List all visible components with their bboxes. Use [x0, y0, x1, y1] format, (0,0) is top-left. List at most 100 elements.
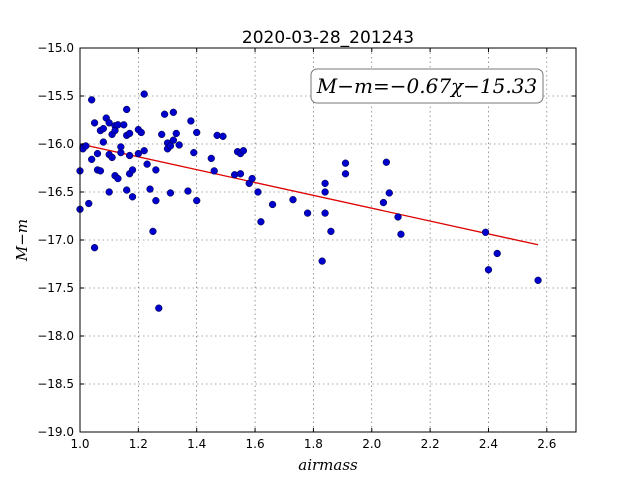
- x-tick-label: 1.8: [304, 437, 323, 451]
- data-point: [397, 230, 405, 238]
- y-axis-label: M−m: [13, 219, 31, 262]
- data-point: [379, 198, 388, 207]
- data-point: [99, 138, 107, 146]
- data-point: [117, 143, 125, 151]
- x-tick-label: 1.4: [187, 437, 206, 451]
- data-point: [99, 124, 107, 133]
- data-point: [239, 147, 248, 155]
- data-point: [394, 213, 402, 221]
- fit-line-group: [79, 143, 539, 246]
- x-tick-label: 2.4: [479, 437, 498, 451]
- data-point: [155, 304, 163, 312]
- data-point: [321, 209, 329, 217]
- data-point: [85, 199, 93, 208]
- x-tick-label: 2.6: [537, 437, 556, 451]
- data-point: [128, 193, 137, 201]
- data-point: [303, 209, 312, 217]
- data-point: [111, 126, 119, 135]
- data-point: [321, 179, 329, 188]
- equation-annotation: M−m=−0.67χ−15.33: [310, 68, 544, 104]
- y-tick-label: −18.0: [37, 329, 74, 343]
- data-point: [187, 117, 195, 125]
- y-tick-label: −19.0: [37, 425, 74, 439]
- data-point: [166, 142, 175, 150]
- scatter-points: [76, 90, 542, 312]
- data-point: [321, 188, 329, 196]
- chart-title: 2020-03-28_201243: [242, 28, 414, 48]
- data-point: [105, 188, 113, 196]
- data-point: [175, 141, 183, 149]
- data-point: [268, 200, 277, 209]
- y-tick-label: −18.5: [37, 377, 74, 391]
- data-point: [82, 142, 90, 150]
- data-point: [137, 128, 145, 137]
- fit-line: [79, 143, 539, 246]
- data-point: [184, 187, 192, 195]
- data-point: [169, 108, 178, 116]
- y-tick-label: −17.5: [37, 281, 74, 295]
- data-point: [88, 96, 96, 104]
- data-point: [88, 155, 96, 164]
- data-point: [193, 196, 201, 205]
- x-axis-label: airmass: [298, 456, 358, 474]
- data-point: [140, 147, 148, 155]
- x-tick-label: 1.2: [129, 437, 148, 451]
- data-point: [123, 105, 131, 114]
- data-point: [385, 189, 393, 197]
- data-point: [166, 189, 175, 197]
- data-point: [172, 129, 180, 138]
- data-point: [123, 186, 131, 194]
- data-point: [257, 218, 265, 226]
- data-point: [289, 196, 297, 204]
- data-point: [484, 266, 493, 274]
- y-tick-label: −15.5: [37, 89, 74, 103]
- data-point: [140, 90, 148, 98]
- data-point: [219, 132, 227, 140]
- data-point: [134, 149, 143, 158]
- data-point: [207, 154, 215, 163]
- data-point: [169, 136, 178, 144]
- data-point: [128, 166, 137, 174]
- y-tick-label: −15.0: [37, 41, 74, 55]
- x-tick-label: 1.0: [70, 437, 89, 451]
- data-point: [160, 110, 169, 118]
- equation-text: M−m=−0.67χ−15.33: [316, 74, 537, 98]
- data-point: [341, 159, 350, 167]
- equation-box: [310, 68, 544, 104]
- y-tick-label: −17.0: [37, 233, 74, 247]
- axis-ticks: 1.0 1.2 1.4 1.6 1.8 2.0 2.2 2.4 2.6 −15.0 −15.5 −16…: [37, 41, 576, 451]
- data-point: [382, 158, 391, 166]
- data-point: [149, 227, 157, 236]
- data-point: [254, 188, 262, 196]
- data-point: [146, 185, 154, 193]
- data-point: [248, 174, 256, 183]
- data-point: [158, 130, 166, 139]
- data-point: [93, 149, 102, 158]
- y-tick-label: −16.5: [37, 185, 74, 199]
- data-point: [210, 167, 218, 175]
- data-point: [108, 153, 116, 162]
- data-point: [481, 228, 490, 236]
- data-point: [120, 121, 128, 129]
- data-point: [193, 128, 201, 137]
- data-point: [125, 129, 134, 138]
- data-point: [114, 174, 122, 183]
- data-point: [341, 170, 350, 178]
- x-tick-label: 2.0: [362, 437, 381, 451]
- data-point: [96, 167, 105, 175]
- data-point: [236, 170, 245, 178]
- y-tick-label: −16.0: [37, 137, 74, 151]
- x-tick-label: 1.6: [246, 437, 265, 451]
- data-point: [105, 119, 113, 127]
- data-point: [90, 244, 99, 252]
- data-point: [90, 119, 99, 127]
- data-point: [190, 148, 198, 157]
- data-point: [318, 257, 326, 265]
- data-point: [125, 151, 134, 160]
- data-point: [152, 196, 160, 205]
- grid-lines: [79, 47, 576, 433]
- data-point: [143, 160, 151, 168]
- x-tick-label: 2.2: [421, 437, 440, 451]
- data-point: [327, 227, 335, 236]
